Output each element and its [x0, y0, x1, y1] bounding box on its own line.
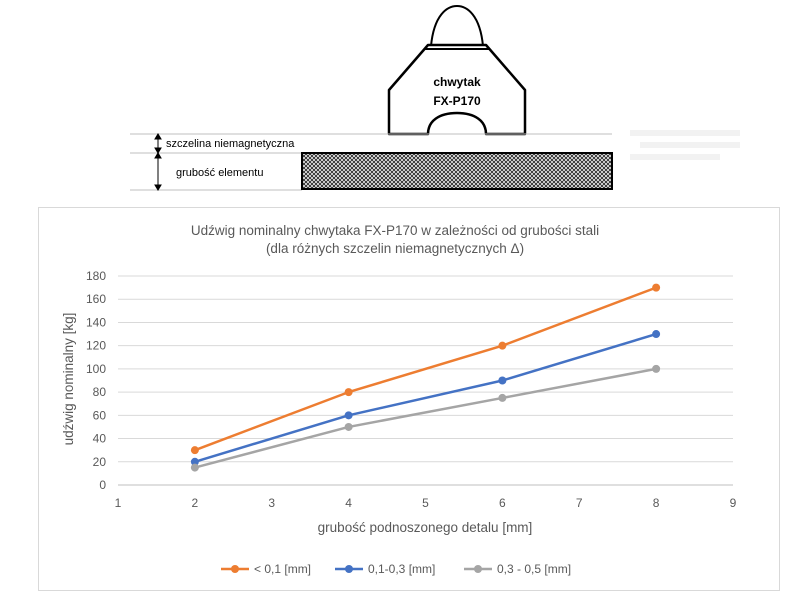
chart-subtitle: (dla różnych szczelin niemagnetycznych Δ… [266, 241, 524, 256]
gripper-body [387, 43, 527, 136]
y-tick-label: 120 [86, 339, 106, 353]
gripper-label-line2: FX-P170 [433, 94, 481, 108]
x-tick-label: 9 [730, 496, 737, 510]
legend-label: < 0,1 [mm] [254, 562, 311, 576]
y-tick-label: 0 [99, 478, 106, 492]
x-tick-label: 7 [576, 496, 583, 510]
data-point [344, 388, 353, 397]
data-point [498, 341, 507, 350]
data-point [344, 411, 353, 420]
y-tick-label: 180 [86, 269, 106, 283]
ghost-text [630, 130, 740, 160]
y-tick-label: 40 [93, 432, 107, 446]
y-tick-label: 100 [86, 362, 106, 376]
y-tick-label: 20 [93, 455, 107, 469]
chart-frame: Udźwig nominalny chwytaka FX-P170 w zale… [38, 207, 780, 591]
thickness-label: grubość elementu [176, 167, 263, 179]
y-tick-label: 140 [86, 315, 106, 329]
legend-label: 0,3 - 0,5 [mm] [497, 562, 571, 576]
chart: Udźwig nominalny chwytaka FX-P170 w zale… [61, 223, 737, 576]
data-point [344, 422, 353, 431]
data-point [190, 463, 199, 472]
series-line [194, 367, 657, 469]
series-layer [190, 283, 661, 472]
legend: < 0,1 [mm] 0,1-0,3 [mm] 0,3 - 0,5 [mm] [221, 562, 571, 576]
x-tick-label: 1 [115, 496, 122, 510]
gripper-dome [429, 4, 485, 47]
x-tick-label: 4 [345, 496, 352, 510]
grid [118, 275, 733, 486]
legend-label: 0,1-0,3 [mm] [368, 562, 435, 576]
x-axis-title: grubość podnoszonego detalu [mm] [318, 520, 533, 535]
legend-marker [345, 565, 353, 573]
legend-marker [474, 565, 482, 573]
y-tick-label: 160 [86, 292, 106, 306]
x-tick-label: 6 [499, 496, 506, 510]
gripper-label-line1: chwytak [433, 75, 481, 89]
y-tick-label: 80 [93, 385, 107, 399]
x-tick-label: 8 [653, 496, 660, 510]
x-tick-label: 2 [192, 496, 199, 510]
x-tick-label: 3 [268, 496, 275, 510]
series-line [194, 286, 657, 452]
legend-marker [231, 565, 239, 573]
data-point [498, 376, 507, 385]
x-tick-label: 5 [422, 496, 429, 510]
data-point [652, 364, 661, 373]
data-point [190, 457, 199, 466]
gripper-diagram: chwytak FX-P170 szczelina niemagnetyczna… [130, 4, 740, 191]
steel-element [301, 152, 613, 190]
data-point [190, 446, 199, 455]
gap-label: szczelina niemagnetyczna [166, 138, 295, 150]
axes: 0 20 40 60 80 100 120 140 160 180 1 2 3 4 5 6 7 8 9 [86, 269, 737, 510]
y-axis-title: udźwig nominalny [kg] [61, 313, 76, 446]
series-line [194, 332, 657, 463]
chart-title: Udźwig nominalny chwytaka FX-P170 w zale… [191, 223, 599, 238]
gripper: chwytak FX-P170 [387, 4, 527, 136]
data-point [652, 283, 661, 292]
gap-dimension-arrow [154, 133, 162, 154]
thickness-dimension-arrow [154, 152, 162, 191]
y-tick-label: 60 [93, 408, 107, 422]
data-point [652, 330, 661, 339]
data-point [498, 393, 507, 402]
